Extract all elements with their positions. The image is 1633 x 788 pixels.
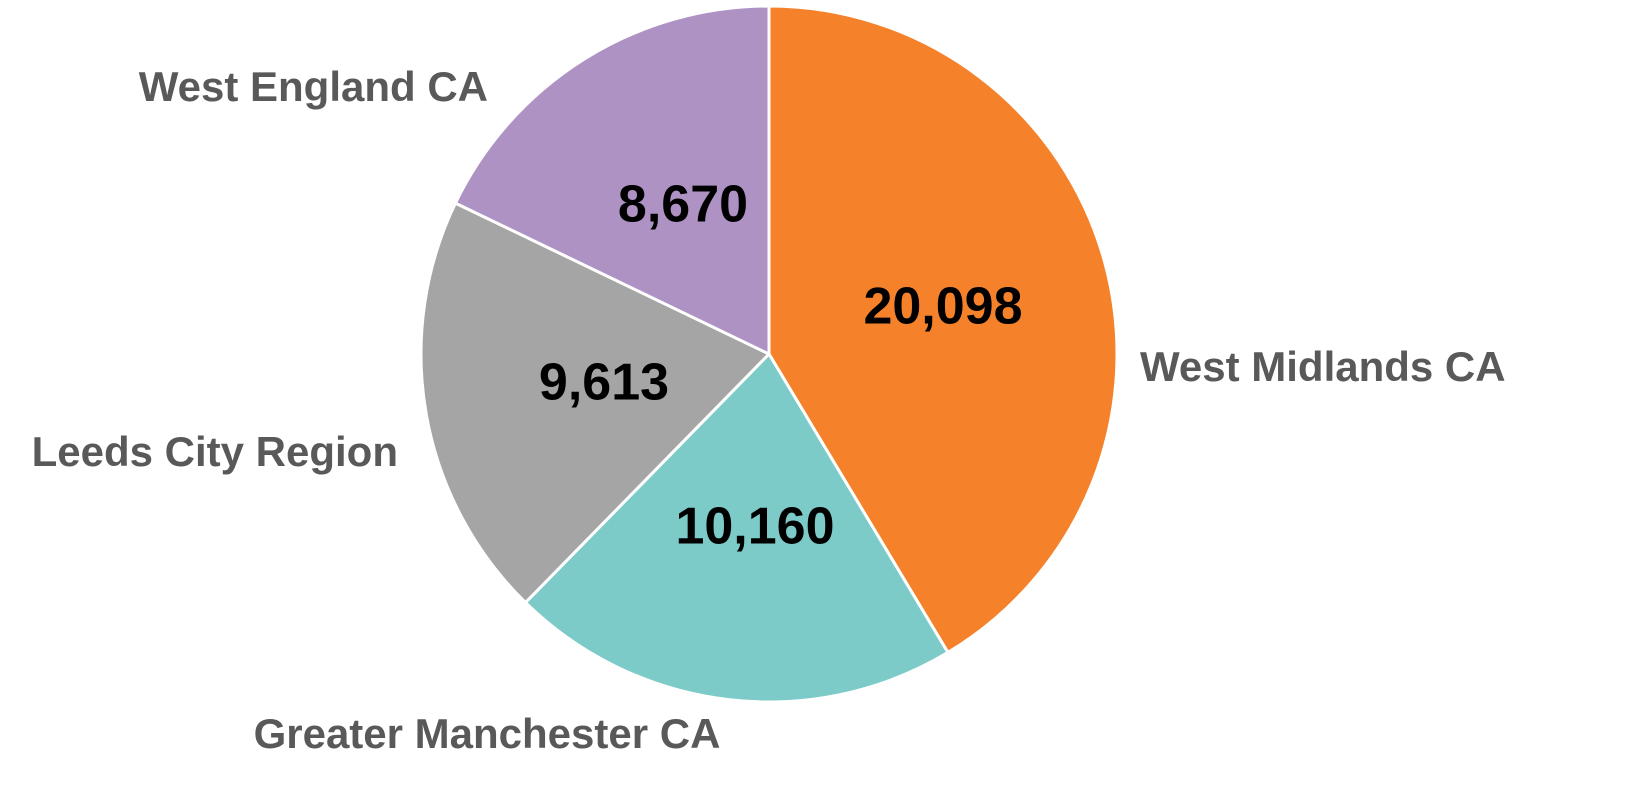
pie-slice: [767, 4, 1119, 654]
category-label: Leeds City Region: [32, 428, 398, 475]
value-label: 8,670: [618, 176, 748, 234]
category-label: West England CA: [139, 63, 488, 110]
pie-slice: [453, 4, 771, 356]
value-label: 10,160: [675, 498, 834, 556]
category-label: Greater Manchester CA: [254, 710, 721, 757]
pie-slice: [523, 352, 950, 704]
value-label: 20,098: [863, 278, 1022, 336]
category-label: West Midlands CA: [1140, 343, 1506, 390]
pie-slice: [419, 201, 771, 605]
value-label: 9,613: [539, 354, 669, 412]
